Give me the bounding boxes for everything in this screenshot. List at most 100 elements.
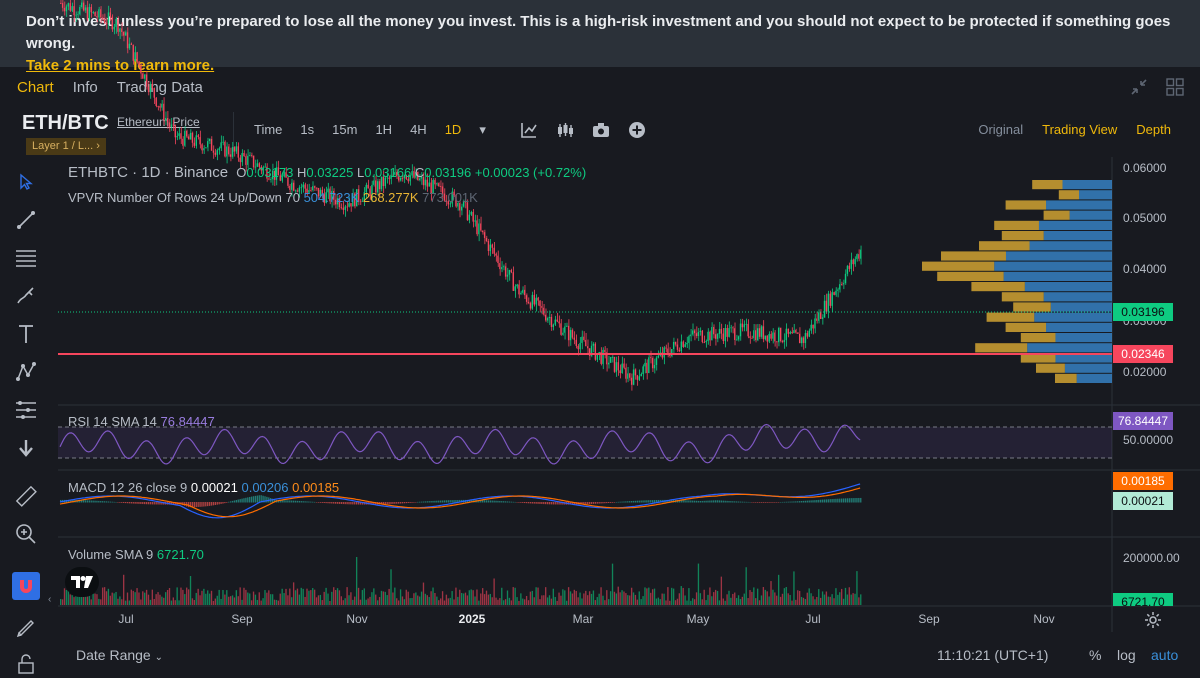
macd-hist-bar	[331, 502, 333, 504]
drawing-toolbar-scroll-icon[interactable]: ‹	[48, 594, 52, 605]
date-range-button[interactable]: Date Range ⌄	[76, 647, 163, 663]
fib-tool-icon[interactable]	[12, 396, 40, 424]
volume-bar	[819, 597, 822, 605]
volume-bar	[598, 593, 600, 605]
candle-body	[839, 284, 841, 290]
candle-body	[277, 167, 280, 176]
macd-hist-bar	[489, 500, 491, 503]
macd-hist-bar	[552, 502, 554, 505]
volume-bar	[854, 593, 856, 605]
tab-info[interactable]: Info	[72, 78, 98, 96]
volume-bar	[709, 587, 711, 605]
log-toggle[interactable]: log	[1117, 647, 1136, 663]
macd-hist-bar	[680, 500, 682, 503]
macd-hist-bar	[231, 500, 234, 503]
view-original[interactable]: Original	[978, 122, 1024, 137]
view-trading-view[interactable]: Trading View	[1042, 122, 1118, 137]
candle-body	[573, 337, 575, 340]
candle-body	[243, 152, 245, 157]
macd-hist-bar	[403, 502, 406, 504]
view-depth[interactable]: Depth	[1136, 122, 1171, 137]
clock-timezone[interactable]: 11:10:21 (UTC+1)	[937, 647, 1049, 663]
macd-hist-bar	[554, 502, 556, 505]
ruler-icon[interactable]	[12, 482, 40, 510]
candle-body	[621, 363, 623, 374]
candle-style-icon[interactable]	[556, 121, 574, 139]
macd-hist-bar	[113, 501, 115, 503]
volume-bar	[762, 587, 765, 605]
interval-1h[interactable]: 1H	[375, 122, 393, 137]
volume-bar	[210, 590, 213, 605]
candle-body	[60, 3, 62, 4]
vpvr-label: VPVR Number Of Rows 24 Up/Down 70	[68, 190, 300, 205]
candle-body	[695, 333, 698, 336]
tab-trading-data[interactable]: Trading Data	[116, 78, 203, 96]
trend-line-icon[interactable]	[12, 206, 40, 234]
volume-bar	[75, 592, 77, 605]
macd-hist-bar	[556, 502, 558, 505]
text-tool-icon[interactable]	[12, 320, 40, 348]
macd-hist-bar	[300, 501, 302, 503]
lock-icon[interactable]	[12, 650, 40, 678]
tab-chart[interactable]: Chart	[17, 78, 54, 96]
chart-tools	[520, 121, 646, 139]
volume-bar	[804, 599, 807, 605]
macd-hist-bar	[100, 501, 102, 503]
camera-icon[interactable]	[592, 121, 610, 139]
arrow-down-icon[interactable]	[12, 434, 40, 462]
vpvr-down: 268.277K	[362, 190, 419, 205]
settings-gear-icon[interactable]	[1144, 611, 1162, 629]
volume-bar	[674, 600, 677, 605]
rsi-value: 76.84447	[160, 414, 215, 429]
candle-body	[195, 135, 197, 146]
macd-hist-bar	[237, 499, 239, 503]
learn-more-link[interactable]: Take 2 mins to learn more.	[26, 57, 215, 74]
macd-hist-bar	[243, 498, 245, 503]
grid-layout-icon[interactable]	[1166, 78, 1184, 96]
candle-body	[165, 117, 167, 121]
add-indicator-icon[interactable]	[628, 121, 646, 139]
macd-hist-bar	[317, 502, 320, 503]
collapse-icon[interactable]	[1130, 78, 1148, 96]
macd-hist-bar	[430, 501, 432, 503]
volume-bar	[552, 588, 554, 605]
volume-bar	[604, 600, 606, 605]
tradingview-logo[interactable]	[65, 567, 99, 597]
candle-body	[142, 73, 144, 79]
magnet-icon[interactable]	[12, 572, 40, 600]
ethereum-price-link[interactable]: Ethereum Price	[117, 115, 200, 129]
category-tag[interactable]: Layer 1 / L... ›	[26, 138, 106, 155]
vpvr-down-bar	[1013, 302, 1051, 312]
indicators-icon[interactable]	[520, 121, 538, 139]
volume-value-tag: 6721.70	[1113, 593, 1173, 606]
auto-toggle[interactable]: auto	[1151, 647, 1179, 663]
interval-1s[interactable]: 1s	[300, 122, 315, 137]
macd-hist-bar	[287, 500, 289, 503]
macd-hist-bar	[814, 500, 816, 503]
candle-body	[741, 323, 744, 328]
candle-body	[588, 348, 591, 356]
horizontal-lines-icon[interactable]	[12, 244, 40, 272]
interval-4h[interactable]: 4H	[410, 122, 427, 137]
brush-icon[interactable]	[12, 282, 40, 310]
interval-time[interactable]: Time	[254, 122, 283, 137]
volume-bar	[503, 600, 505, 605]
volume-bar	[321, 600, 323, 605]
volume-bar	[239, 587, 241, 605]
volume-bar	[650, 592, 652, 605]
candle-body	[535, 297, 537, 305]
category-tag-label: Layer 1 / L...	[32, 140, 94, 152]
lock-drawing-icon[interactable]	[12, 612, 40, 640]
volume-bar	[325, 587, 327, 605]
macd-hist-bar	[621, 501, 623, 503]
vpvr-up-bar	[1055, 333, 1112, 343]
percent-toggle[interactable]: %	[1089, 647, 1102, 663]
interval-1d[interactable]: 1D	[444, 122, 462, 137]
pattern-icon[interactable]	[12, 358, 40, 386]
zoom-in-icon[interactable]	[12, 520, 40, 548]
interval-15m[interactable]: 15m	[332, 122, 358, 137]
cursor-icon[interactable]	[12, 168, 40, 196]
interval-dropdown-icon[interactable]: ▾	[479, 122, 486, 137]
candle-body	[273, 170, 276, 180]
